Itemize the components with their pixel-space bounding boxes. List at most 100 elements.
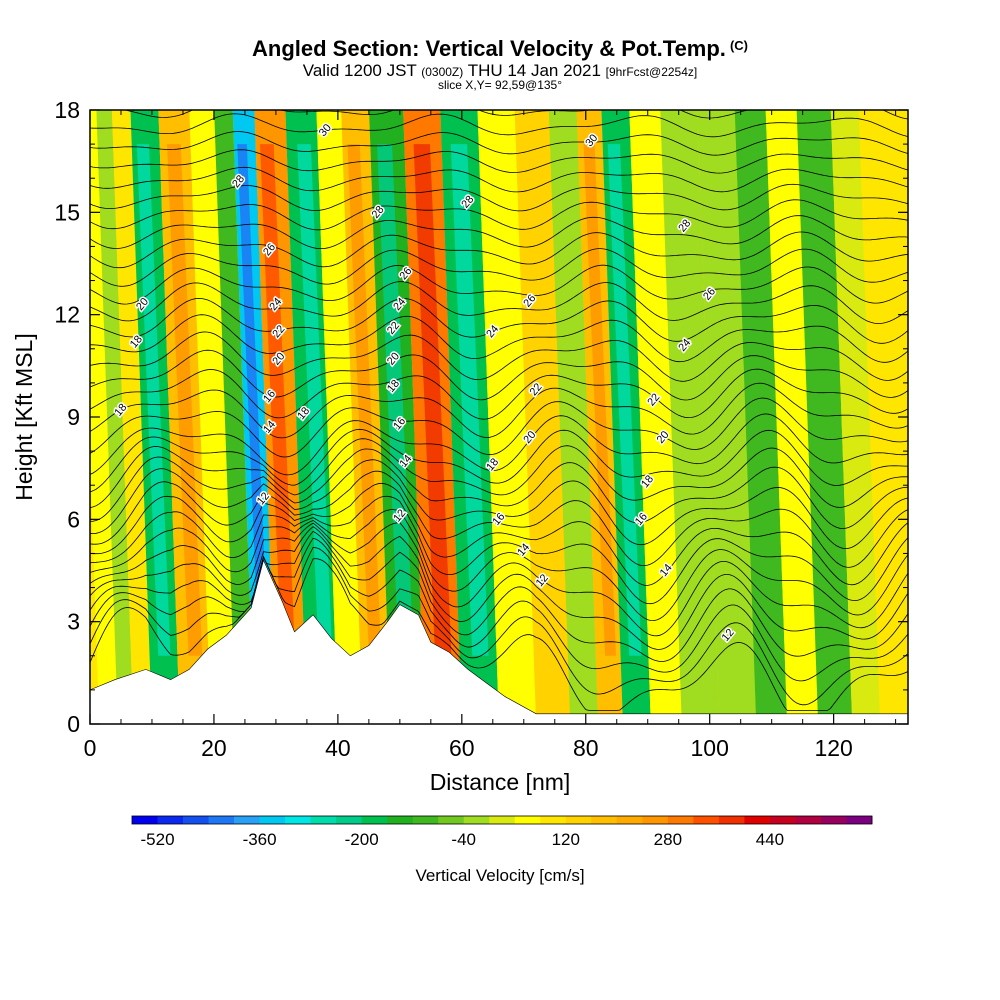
- velocity-band: [96, 110, 134, 724]
- colorbar-tick-label: -200: [345, 830, 379, 849]
- velocity-band: [697, 110, 757, 724]
- isentrope-line: [90, 382, 908, 439]
- isentrope-line: [90, 459, 908, 550]
- colorbar-swatch: [616, 816, 643, 824]
- potential-temperature-contours: [90, 110, 908, 711]
- y-tick-label: 9: [67, 404, 80, 430]
- colorbar-swatch: [438, 816, 465, 824]
- isentrope-line: [90, 215, 908, 249]
- velocity-band-core: [347, 144, 382, 656]
- valid-zulu: (0300Z): [421, 65, 464, 79]
- velocity-band: [316, 110, 363, 724]
- colorbar-swatch: [693, 816, 720, 824]
- y-tick-label: 3: [67, 609, 80, 635]
- colorbar-swatch: [234, 816, 260, 824]
- isentrope-line: [90, 509, 908, 622]
- isentrope-line: [90, 537, 908, 682]
- isentrope-line: [90, 281, 908, 324]
- isentrope-line: [90, 131, 908, 156]
- isentrope-line: [90, 470, 908, 568]
- isentrope-line: [90, 555, 908, 711]
- colorbar-frame: [131, 815, 873, 825]
- colorbar-swatch: [183, 816, 209, 824]
- terrain: [90, 559, 908, 724]
- y-tick-label: 12: [54, 302, 80, 328]
- valid-main: Valid 1200 JST: [302, 61, 417, 80]
- isentrope-line: [90, 199, 908, 231]
- velocity-band: [189, 110, 236, 724]
- velocity-band: [629, 110, 682, 724]
- colorbar-swatch: [591, 816, 618, 824]
- colorbar-swatch: [846, 816, 873, 824]
- chart-title-text: Angled Section: Vertical Velocity & Pot.…: [252, 36, 726, 61]
- colorbar-tick-label: 120: [552, 830, 580, 849]
- colorbar-swatch: [540, 816, 567, 824]
- x-axis-label: Distance [nm]: [430, 769, 571, 795]
- x-tick-label: 120: [814, 735, 852, 761]
- isentrope-line: [90, 546, 908, 706]
- isentrope-line: [90, 297, 908, 344]
- isentrope-line: [90, 113, 908, 138]
- chart-title: Angled Section: Vertical Velocity & Pot.…: [0, 36, 1000, 62]
- colorbar-swatch: [361, 816, 388, 824]
- x-tick-label: 60: [449, 735, 475, 761]
- colorbar-swatch: [667, 816, 694, 824]
- velocity-band-core: [607, 144, 642, 656]
- velocity-band-core: [260, 144, 296, 656]
- colorbar-swatch: [336, 816, 363, 824]
- velocity-band-core: [237, 144, 269, 656]
- colorbar-label: Vertical Velocity [cm/s]: [415, 866, 584, 885]
- isentrope-line: [90, 349, 908, 401]
- velocity-band: [734, 110, 788, 724]
- isentrope-line: [90, 495, 908, 605]
- isentrope-line: [90, 522, 908, 637]
- colorbar-tick-label: -520: [141, 830, 175, 849]
- colorbar-tick-label: -360: [243, 830, 277, 849]
- colorbar-tick-label: -40: [451, 830, 476, 849]
- isentrope-line: [90, 264, 908, 305]
- colorbar-swatch: [157, 816, 184, 824]
- isentrope-line: [90, 413, 908, 476]
- isentrope-line: [90, 526, 908, 650]
- slice-info: slice X,Y= 92,59@135°: [437, 78, 563, 92]
- colorbar-swatch: [310, 816, 337, 824]
- x-tick-label: 40: [325, 735, 351, 761]
- colorbar-swatch: [718, 816, 745, 824]
- copyright-mark: (C): [729, 38, 748, 53]
- colorbar-tick-label: 440: [756, 830, 784, 849]
- colorbar-swatch: [514, 816, 541, 824]
- x-tick-label: 0: [84, 735, 97, 761]
- colorbar-swatch: [208, 816, 235, 824]
- isentrope-line: [90, 397, 908, 458]
- x-tick-label: 80: [573, 735, 599, 761]
- x-tick-label: 100: [691, 735, 729, 761]
- velocity-band-core: [136, 144, 171, 656]
- isentrope-line: [90, 448, 908, 529]
- isentrope-line: [90, 482, 908, 586]
- isentrope-line: [122, 110, 908, 120]
- colorbar-swatch: [744, 816, 771, 824]
- colorbar-swatch: [132, 816, 158, 824]
- isentrope-line: [90, 149, 908, 174]
- isentrope-line: [90, 331, 908, 382]
- velocity-band: [111, 110, 152, 724]
- isentrope-line: [90, 166, 908, 193]
- x-tick-label: 20: [201, 735, 227, 761]
- isentrope-line: [90, 428, 908, 493]
- y-tick-label: 15: [54, 199, 80, 225]
- isentrope-line: [90, 314, 908, 363]
- colorbar-swatch: [259, 816, 286, 824]
- terrain-profile: [90, 559, 908, 724]
- isentrope-line: [90, 183, 908, 212]
- colorbar-swatch: [795, 816, 822, 824]
- colorbar-swatch: [642, 816, 669, 824]
- isentrope-line: [90, 231, 908, 269]
- colorbar-swatch: [387, 816, 414, 824]
- velocity-band: [477, 110, 537, 724]
- colorbar-swatch: [565, 816, 592, 824]
- velocity-band: [548, 110, 599, 724]
- y-axis-label: Height [Kft MSL]: [11, 333, 37, 500]
- valid-time-line: Valid 1200 JST (0300Z) THU 14 Jan 2021 […: [0, 61, 1000, 81]
- isentrope-line: [90, 530, 908, 662]
